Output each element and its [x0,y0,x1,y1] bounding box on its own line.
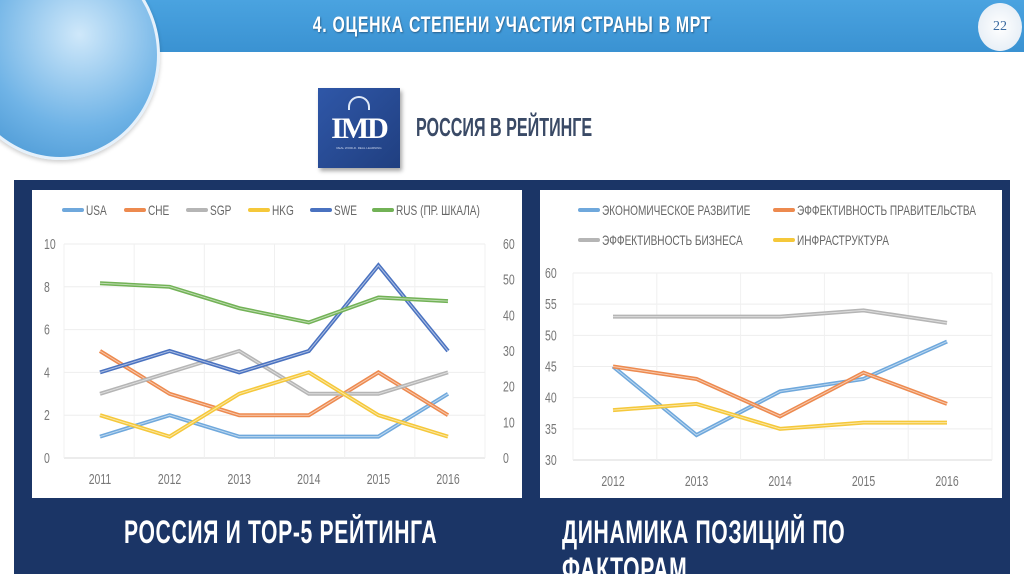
legend-label: ЭКОНОМИЧЕСКОЕ РАЗВИТИЕ [602,202,750,218]
legend-swatch [773,208,795,212]
y-tick-label: 0 [44,449,50,466]
y-tick-label: 35 [545,420,557,437]
legend-swatch [124,208,146,212]
x-tick-label: 2015 [852,472,875,489]
x-tick-label: 2016 [436,470,459,487]
page-number: 22 [978,3,1022,51]
legend-item: ЭФФЕКТИВНОСТЬ ПРАВИТЕЛЬСТВА [773,202,1024,218]
x-tick-label: 2015 [367,470,390,487]
chart-rating-top5: 0 2 4 6 8 10 0 10 20 30 40 50 60 2011 2012 2013 2014 2015… [32,190,522,498]
legend-label: ЭФФЕКТИВНОСТЬ ПРАВИТЕЛЬСТВА [797,202,976,218]
section-subtitle: РОССИЯ В РЕЙТИНГЕ [416,112,592,143]
legend-swatch [62,208,84,212]
legend-swatch [186,208,208,212]
y2-tick-label: 40 [503,306,515,323]
legend-item: ИНФРАСТРУКТУРА [773,232,925,248]
legend-label: RUS (ПР. ШКАЛА) [396,202,480,218]
y2-tick-label: 0 [503,449,509,466]
logo-tagline: REAL WORLD. REAL LEARNING [322,146,396,150]
legend-swatch [578,208,600,212]
y-tick-label: 55 [545,295,557,312]
x-tick-label: 2012 [601,472,624,489]
legend-swatch [248,208,270,212]
y-tick-label: 40 [545,389,557,406]
logo-arc-icon [348,96,370,110]
x-tick-label: 2014 [297,470,320,487]
legend-swatch [310,208,332,212]
legend-label: SGP [210,202,231,218]
y-tick-label: 50 [545,326,557,343]
y2-tick-label: 20 [503,378,515,395]
y-tick-label: 4 [44,363,50,380]
chart-factor-dynamics: 30 35 40 45 50 55 60 2012 2013 2014 2015 2016 ЭКОНО… [540,190,1002,498]
legend-item: CHE [124,202,178,218]
x-tick-label: 2011 [89,470,112,487]
y-tick-label: 45 [545,358,557,375]
slide-title: 4. ОЦЕНКА СТЕПЕНИ УЧАСТИЯ СТРАНЫ В МРТ [143,12,880,38]
legend-label: HKG [272,202,294,218]
legend-label: USA [86,202,107,218]
caption-right: ДИНАМИКА ПОЗИЦИЙ ПО ФАКТОРАМ [562,514,867,588]
y2-tick-label: 30 [503,342,515,359]
legend-item: ЭФФЕКТИВНОСТЬ БИЗНЕСА [578,232,797,248]
legend-label: ИНФРАСТРУКТУРА [797,232,889,248]
x-tick-label: 2012 [158,470,181,487]
legend-item: RUS (ПР. ШКАЛА) [372,202,512,218]
x-tick-label: 2013 [228,470,251,487]
legend-label: CHE [148,202,169,218]
legend-swatch [578,238,600,242]
x-tick-label: 2016 [935,472,958,489]
x-tick-label: 2013 [685,472,708,489]
caption-left: РОССИЯ И ТОР-5 РЕЙТИНГА [124,514,437,551]
imd-logo: IMD REAL WORLD. REAL LEARNING [318,88,400,168]
legend-item: SWE [310,202,366,218]
globe-decoration [0,0,160,160]
y2-tick-label: 60 [503,235,515,252]
y-tick-label: 10 [44,235,56,252]
x-tick-label: 2014 [768,472,791,489]
y-tick-label: 6 [44,321,50,338]
y2-tick-label: 10 [503,413,515,430]
y2-tick-label: 50 [503,271,515,288]
legend-label: ЭФФЕКТИВНОСТЬ БИЗНЕСА [602,232,743,248]
y-tick-label: 60 [545,264,557,281]
legend-swatch [372,208,394,212]
legend-swatch [773,238,795,242]
chart-svg: 0 2 4 6 8 10 0 10 20 30 40 50 60 2011 2012 2013 2014 2015… [32,190,522,498]
legend-item: HKG [248,202,302,218]
legend-item: SGP [186,202,240,218]
logo-text: IMD [318,112,400,146]
y-tick-label: 8 [44,278,50,295]
y-tick-label: 2 [44,406,50,423]
legend-label: SWE [334,202,357,218]
legend-item: USA [62,202,115,218]
y-tick-label: 30 [545,451,557,468]
